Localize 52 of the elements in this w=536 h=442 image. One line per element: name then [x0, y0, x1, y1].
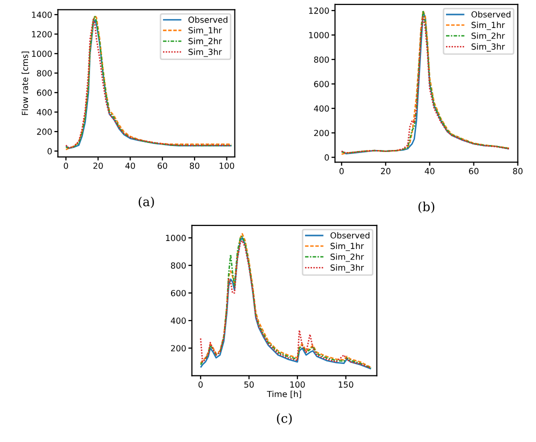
y-tick-label: 1000 — [309, 32, 329, 38]
y-tick-label: 400 — [314, 105, 329, 112]
legend-label: Sim_2hr — [188, 38, 222, 46]
x-tick-label: 40 — [125, 162, 135, 169]
legend-label: Sim_2hr — [330, 253, 364, 262]
x-tick-label: 80 — [190, 162, 200, 169]
y-tick-label: 800 — [314, 56, 329, 63]
x-tick-label: 0 — [198, 381, 203, 388]
x-tick-label: 80 — [513, 168, 523, 174]
y-tick-label: 600 — [37, 90, 52, 96]
y-tick-label: 1000 — [32, 50, 52, 57]
y-tick-label: 400 — [36, 109, 52, 116]
legend-label: Sim_2hr — [472, 32, 505, 41]
legend-label: Sim_3hr — [330, 264, 364, 273]
y-tick-label: 400 — [170, 318, 186, 324]
y-tick-label: 1000 — [166, 234, 186, 242]
legend-label: Sim_1hr — [330, 242, 364, 251]
y-tick-label: 200 — [37, 128, 52, 135]
y-tick-label: 0 — [324, 154, 329, 161]
x-tick-label: 100 — [220, 162, 234, 169]
x-tick-label: 40 — [424, 168, 434, 174]
x-tick-label: 20 — [380, 168, 390, 174]
legend-label: Sim_1hr — [472, 22, 505, 30]
x-tick-label: 60 — [158, 162, 168, 169]
y-tick-label: 200 — [171, 345, 186, 352]
y-tick-label: 200 — [314, 130, 329, 136]
legend-label: Observed — [471, 11, 510, 18]
x-tick-label: 0 — [64, 162, 68, 169]
y-tick-label: 600 — [314, 80, 329, 88]
y-tick-label: 800 — [170, 262, 186, 269]
legend-label: Observed — [188, 16, 228, 23]
y-tick-label: 1200 — [309, 8, 329, 14]
legend-label: Sim_3hr — [472, 43, 505, 52]
x-axis-title: Time [h] — [266, 390, 302, 398]
y-tick-label: 1200 — [32, 31, 52, 38]
x-tick-label: 150 — [338, 381, 354, 388]
y-tick-label: 1400 — [32, 12, 52, 18]
text: (a) — [138, 196, 154, 208]
y-axis-title: Flow rate [cms] — [22, 52, 30, 115]
y-tick-label: 600 — [171, 290, 186, 296]
x-tick-label: 0 — [340, 168, 344, 174]
x-tick-label: 20 — [93, 162, 103, 169]
text: (c) — [276, 413, 292, 425]
x-tick-label: 60 — [469, 168, 478, 174]
legend-label: Sim_3hr — [188, 48, 222, 57]
text: (b) — [418, 202, 434, 214]
y-tick-label: 0 — [48, 148, 52, 154]
x-tick-label: 50 — [244, 381, 254, 388]
legend-label: Sim_1hr — [188, 26, 222, 36]
x-tick-label: 100 — [290, 381, 305, 388]
legend-label: Observed — [330, 232, 370, 239]
y-tick-label: 800 — [36, 70, 52, 76]
